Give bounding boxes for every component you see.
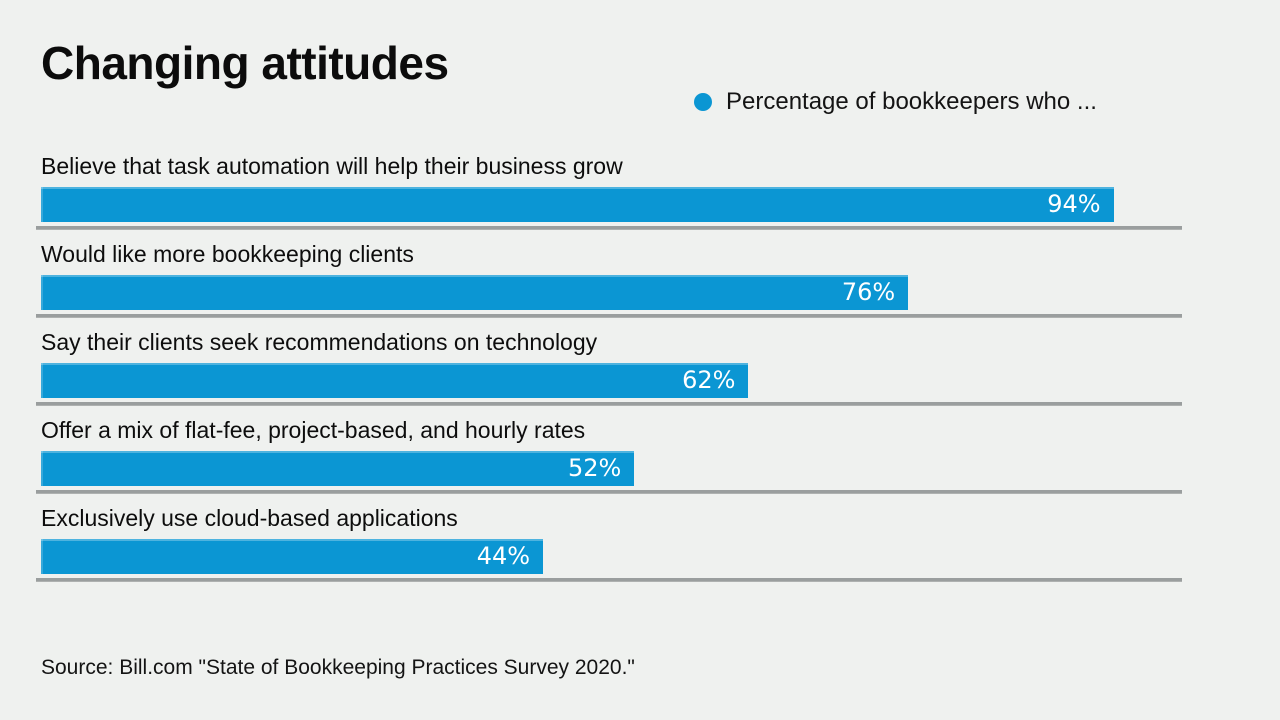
bar-label: Exclusively use cloud-based applications	[41, 505, 458, 531]
bar-label: Would like more bookkeeping clients	[41, 241, 414, 267]
row-rule	[36, 314, 1182, 317]
bar-track: 62%	[41, 363, 1182, 398]
bar-value: 76%	[841, 278, 896, 306]
row-rule	[36, 578, 1182, 581]
bar-track: 94%	[41, 187, 1182, 222]
bar: 76%	[41, 275, 909, 310]
page-title: Changing attitudes	[41, 37, 449, 89]
bar-label: Offer a mix of flat-fee, project-based, …	[41, 417, 586, 443]
bar-chart: Believe that task automation will help t…	[36, 150, 1182, 590]
bar-row: Believe that task automation will help t…	[36, 150, 1182, 229]
bar-row: Say their clients seek recommendations o…	[36, 326, 1182, 405]
bar-label: Believe that task automation will help t…	[41, 153, 623, 179]
bar-value: 62%	[682, 366, 736, 394]
bar-row: Would like more bookkeeping clients 76%	[36, 238, 1182, 317]
bar: 44%	[41, 539, 544, 574]
bar-value: 44%	[476, 542, 531, 570]
bar-row: Offer a mix of flat-fee, project-based, …	[36, 414, 1182, 493]
bar: 94%	[41, 187, 1114, 222]
bar-track: 52%	[41, 451, 1182, 486]
bar: 62%	[41, 363, 749, 398]
source-note: Source: Bill.com "State of Bookkeeping P…	[41, 656, 635, 679]
bar-track: 44%	[41, 539, 1182, 574]
bar-value: 52%	[567, 454, 622, 482]
bar-track: 76%	[41, 275, 1182, 310]
legend-label: Percentage of bookkeepers who ...	[726, 88, 1097, 115]
bar: 52%	[41, 451, 635, 486]
bar-value: 94%	[1047, 190, 1101, 218]
legend-dot-icon	[694, 93, 712, 111]
row-rule	[36, 402, 1182, 405]
row-rule	[36, 490, 1182, 493]
bar-row: Exclusively use cloud-based applications…	[36, 502, 1182, 581]
bar-label: Say their clients seek recommendations o…	[41, 329, 598, 355]
row-rule	[36, 226, 1182, 229]
legend: Percentage of bookkeepers who ...	[694, 88, 1097, 116]
